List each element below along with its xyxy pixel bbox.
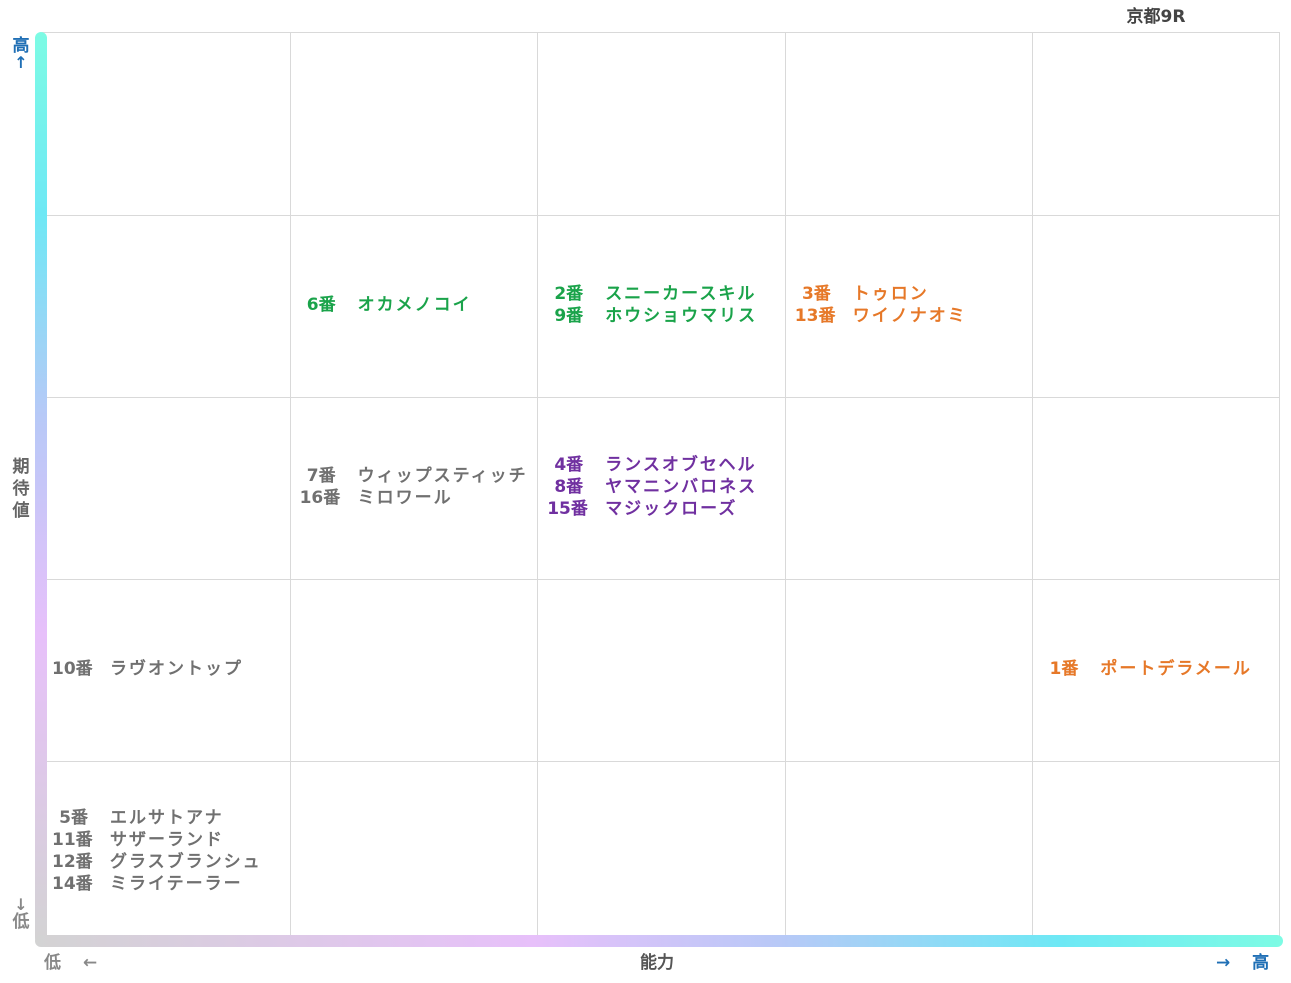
- x-axis-high: → 高: [1216, 953, 1269, 973]
- horse-name: サザーランド: [110, 830, 224, 850]
- horse-number: 7番: [306, 466, 336, 486]
- grid-vline: [537, 33, 539, 942]
- horse-entry: 12番 グラスブランシュ: [52, 851, 286, 873]
- quadrant-grid: [42, 32, 1280, 942]
- horse-name: ホウショウマリス: [605, 306, 758, 326]
- horse-entry: 2番 スニーカースキル: [547, 283, 781, 305]
- horse-number: 3番: [801, 284, 831, 304]
- horse-name: エルサトアナ: [110, 808, 224, 828]
- x-axis-label: 能力: [640, 953, 674, 973]
- y-axis-label: 期待値: [11, 456, 31, 522]
- grid-hline: [42, 761, 1279, 762]
- horse-name: ポートデラメール: [1100, 659, 1252, 679]
- y-axis-bar: [35, 32, 47, 944]
- grid-cell-entries: 2番 スニーカースキル 9番 ホウショウマリス: [547, 214, 781, 396]
- horse-entry: 7番 ウィップスティッチ: [300, 465, 534, 487]
- y-axis-low: ↓ 低: [11, 895, 31, 933]
- horse-number: 14番: [52, 874, 93, 894]
- horse-number: 4番: [554, 455, 584, 475]
- x-axis-bar: [35, 935, 1283, 947]
- horse-name: マジックローズ: [605, 499, 738, 519]
- grid-cell-entries: 1番 ポートデラメール: [1042, 578, 1276, 760]
- horse-number: 9番: [554, 306, 584, 326]
- horse-number: 5番: [59, 808, 88, 828]
- horse-number: 13番: [794, 306, 836, 326]
- horse-number: 16番: [299, 488, 341, 508]
- y-high-label: 高: [12, 36, 30, 56]
- horse-entry: 4番 ランスオブセヘル: [547, 454, 781, 476]
- x-axis-low: 低 ←: [44, 953, 97, 973]
- horse-name: ウィップスティッチ: [357, 466, 528, 486]
- grid-cell-entries: 4番 ランスオブセヘル 8番 ヤマニンバロネス 15番 マジックローズ: [547, 396, 781, 578]
- horse-name: ランスオブセヘル: [605, 455, 757, 475]
- x-low-label: 低: [44, 953, 61, 973]
- horse-name: ワイノナオミ: [852, 306, 967, 326]
- grid-vline: [1032, 33, 1034, 942]
- right-arrow-icon: →: [1216, 953, 1231, 973]
- horse-entry: 10番 ラヴオントップ: [52, 658, 286, 680]
- horse-entry: 9番 ホウショウマリス: [547, 305, 781, 327]
- horse-name: ミロワール: [357, 488, 453, 508]
- y-low-label: 低: [12, 912, 30, 932]
- grid-cell-entries: 7番 ウィップスティッチ 16番 ミロワール: [300, 396, 534, 578]
- horse-number: 2番: [554, 284, 584, 304]
- horse-name: ヤマニンバロネス: [605, 477, 758, 497]
- horse-name: トゥロン: [852, 284, 929, 304]
- horse-number: 11番: [52, 830, 93, 850]
- horse-number: 10番: [52, 659, 93, 679]
- horse-number: 1番: [1049, 659, 1079, 679]
- left-arrow-icon: ←: [82, 953, 98, 973]
- horse-entry: 16番 ミロワール: [300, 487, 534, 509]
- horse-name: グラスブランシュ: [110, 852, 262, 872]
- grid-hline: [42, 397, 1279, 398]
- grid-hline: [42, 215, 1279, 216]
- grid-cell-entries: 6番 オカメノコイ: [300, 214, 534, 396]
- horse-name: オカメノコイ: [357, 295, 472, 315]
- up-arrow-icon: ↑: [14, 53, 28, 72]
- horse-entry: 14番 ミライテーラー: [52, 873, 286, 895]
- grid-cell-entries: 5番 エルサトアナ 11番 サザーランド 12番 グラスブランシュ 14番 ミライテーラー: [52, 760, 286, 942]
- horse-number: 8番: [554, 477, 584, 497]
- race-title: 京都9R: [1126, 7, 1186, 27]
- horse-entry: 1番 ポートデラメール: [1042, 658, 1276, 680]
- horse-entry: 8番 ヤマニンバロネス: [547, 476, 781, 498]
- grid-vline: [289, 33, 291, 942]
- horse-entry: 5番 エルサトアナ: [52, 807, 286, 829]
- horse-entry: 11番 サザーランド: [52, 829, 286, 851]
- x-high-label: 高: [1252, 953, 1270, 973]
- horse-name: ミライテーラー: [110, 874, 243, 894]
- horse-number: 12番: [52, 852, 93, 872]
- grid-vline: [784, 33, 786, 942]
- horse-name: スニーカースキル: [605, 284, 757, 304]
- grid-cell-entries: 3番 トゥロン 13番 ワイノナオミ: [795, 214, 1029, 396]
- horse-number: 15番: [547, 499, 588, 519]
- horse-entry: 3番 トゥロン: [795, 283, 1029, 305]
- horse-name: ラヴオントップ: [110, 659, 243, 679]
- horse-number: 6番: [306, 295, 336, 315]
- y-axis-high: 高 ↑: [11, 36, 31, 72]
- down-arrow-icon: ↓: [14, 895, 28, 914]
- horse-entry: 6番 オカメノコイ: [300, 294, 534, 316]
- y-axis-label-text: 期待値: [12, 457, 30, 521]
- grid-hline: [42, 579, 1279, 580]
- horse-entry: 13番 ワイノナオミ: [795, 305, 1029, 327]
- grid-cell-entries: 10番 ラヴオントップ: [52, 578, 286, 760]
- horse-entry: 15番 マジックローズ: [547, 498, 781, 520]
